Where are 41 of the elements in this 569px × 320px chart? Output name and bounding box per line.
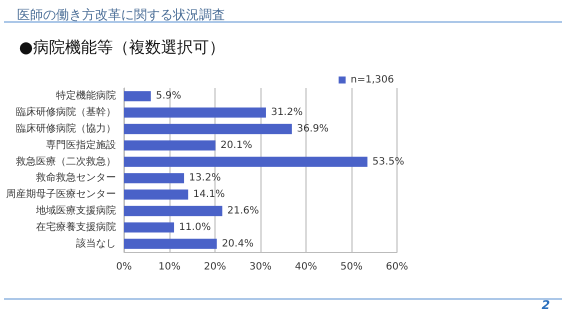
bar bbox=[124, 190, 188, 200]
y-tick-label: 在宅療養支援病院 bbox=[36, 220, 116, 233]
x-tick-label: 10% bbox=[158, 262, 181, 272]
data-label: 14.1% bbox=[193, 189, 225, 200]
y-tick-label: 特定機能病院 bbox=[56, 90, 116, 102]
x-tick-label: 20% bbox=[204, 262, 226, 272]
bar bbox=[124, 173, 184, 184]
data-label: 31.2% bbox=[270, 107, 303, 118]
bar bbox=[124, 124, 292, 134]
x-tick-label: 60% bbox=[386, 262, 408, 272]
chart-subtitle: ●病院機能等（複数選択可） bbox=[19, 38, 225, 56]
x-tick-label: 30% bbox=[249, 262, 272, 272]
x-tick-label: 40% bbox=[294, 262, 318, 272]
data-label: 21.6% bbox=[227, 206, 260, 216]
y-tick-label: 該当なし bbox=[76, 237, 116, 250]
y-tick-label: 救急医療（二次救急） bbox=[15, 155, 116, 168]
data-label: 20.1% bbox=[220, 140, 252, 151]
y-tick-label: 専門医指定施設 bbox=[46, 138, 116, 151]
x-tick-label: 0% bbox=[116, 262, 132, 272]
data-label: 11.0% bbox=[179, 222, 211, 233]
bar bbox=[124, 156, 368, 167]
data-label: 20.4% bbox=[222, 238, 254, 250]
data-label: 5.9% bbox=[156, 90, 182, 102]
chart-title: 医師の働き方改革に関する状況調査 bbox=[17, 7, 225, 23]
bar bbox=[124, 108, 266, 118]
y-tick-label: 地域医療支援病院 bbox=[35, 204, 116, 216]
x-tick-label: 50% bbox=[340, 262, 363, 272]
bar bbox=[124, 206, 222, 216]
bar bbox=[124, 222, 174, 232]
data-label: 53.5% bbox=[372, 156, 404, 168]
bar bbox=[124, 238, 217, 249]
bar bbox=[124, 140, 216, 150]
data-label: 36.9% bbox=[296, 124, 329, 134]
data-label: 13.2% bbox=[189, 172, 221, 184]
legend-label: n=1,306 bbox=[350, 74, 394, 86]
y-tick-label: 臨床研修病院（協力） bbox=[16, 122, 116, 134]
bar bbox=[124, 91, 151, 102]
y-tick-label: 救命救急センター bbox=[35, 172, 116, 184]
text: 2 bbox=[542, 298, 550, 312]
y-tick-label: 臨床研修病院（基幹） bbox=[16, 106, 116, 118]
y-tick-label: 周産期母子医療センター bbox=[6, 188, 116, 200]
